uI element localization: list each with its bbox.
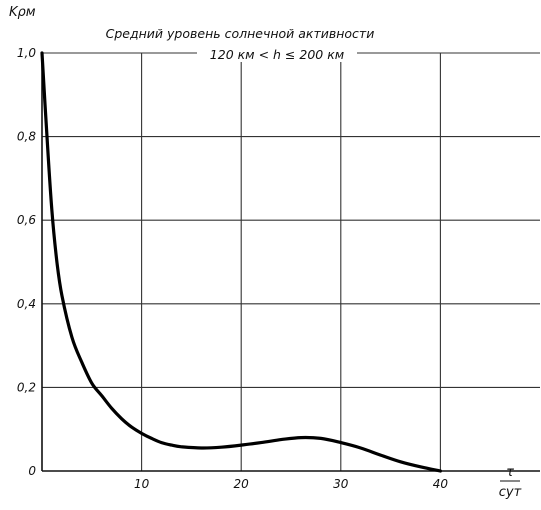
x-tick-label-2: 30 [333,477,349,491]
chart-subtitle: 120 км < h ≤ 200 км [210,47,344,62]
series [40,51,442,473]
x-tick-label-1: 20 [234,477,250,491]
y-axis-label: Kρм [9,5,36,20]
y-tick-label-1: 0,2 [17,380,36,394]
x-axis-label: τ [506,465,514,480]
x-tick-label-3: 40 [433,477,449,491]
axes [41,53,540,472]
y-tick-label-4: 0,8 [17,130,36,144]
y-tick-label-2: 0,4 [17,297,36,311]
y-tick-label-0: 0 [28,464,36,478]
y-tick-label-5: 1,0 [17,46,36,60]
series-line-0 [40,51,442,473]
tick-labels: 10 20 30 40 0 0,2 0,4 0,6 0,8 1,0 [17,46,448,491]
y-tick-label-3: 0,6 [17,213,36,227]
subtitle-background [197,46,357,62]
x-tick-label-0: 10 [134,477,150,491]
grid [42,52,540,471]
x-axis-unit: сут [499,485,522,500]
chart-title: Средний уровень солнечной активности [106,26,375,41]
